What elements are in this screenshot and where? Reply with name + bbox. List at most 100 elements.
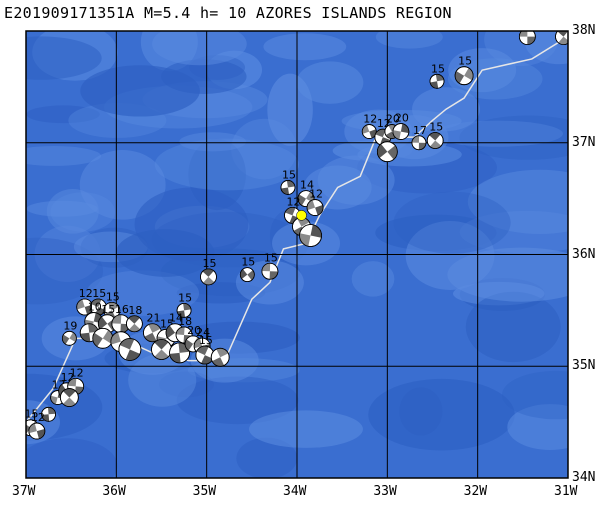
- longitude-label: 32W: [463, 484, 488, 499]
- focal-mechanism[interactable]: 15: [195, 334, 215, 365]
- bathymetry-patch: [161, 59, 247, 94]
- focal-mechanism[interactable]: 12: [28, 411, 46, 440]
- beachball-compressional: [519, 31, 528, 37]
- focal-mechanism[interactable]: 15: [426, 121, 444, 149]
- map-frame: [25, 30, 569, 479]
- depth-label: 15: [101, 303, 115, 316]
- beachball-rim: [175, 326, 193, 344]
- beachball-rim: [41, 406, 56, 422]
- depth-label: 15: [458, 55, 472, 68]
- bathymetry-patch: [26, 438, 118, 478]
- focal-mechanism[interactable]: 18: [125, 304, 143, 333]
- beachball-rim: [299, 224, 322, 247]
- longitude-label: 37W: [12, 484, 36, 499]
- bathymetry-patch: [399, 387, 443, 436]
- bathymetry-patch: [26, 146, 102, 166]
- depth-label: 15: [264, 251, 278, 264]
- depth-label: 15: [241, 256, 255, 269]
- focal-mechanism[interactable]: [299, 224, 322, 247]
- depth-label: 21: [146, 312, 160, 325]
- focal-mechanism[interactable]: 15: [261, 251, 279, 280]
- beachball-compressional: [62, 334, 70, 345]
- focal-mechanism[interactable]: 20: [555, 17, 571, 45]
- beachball-compressional: [392, 130, 401, 140]
- beachball-rim: [376, 141, 398, 163]
- beachball-compressional: [216, 348, 229, 358]
- bathymetry-patch: [179, 132, 247, 152]
- beachball-compressional: [148, 323, 161, 333]
- beachball-compressional: [429, 140, 442, 149]
- depth-label: 12: [286, 195, 300, 208]
- beachball-compressional: [310, 224, 322, 238]
- focal-mechanism[interactable]: [151, 339, 172, 360]
- focal-mechanism[interactable]: 12: [518, 17, 536, 45]
- depth-label: 14: [300, 179, 314, 192]
- focal-mechanism[interactable]: [376, 141, 398, 163]
- latitude-label: 37N: [572, 134, 596, 150]
- depth-label: 16: [115, 303, 129, 316]
- focal-mechanism[interactable]: 12: [361, 113, 377, 139]
- focal-mechanism[interactable]: 15: [454, 55, 474, 86]
- depth-label: 24: [196, 326, 210, 339]
- focal-mechanism[interactable]: 19: [61, 319, 77, 346]
- bathymetry-patch: [236, 437, 298, 478]
- beachball-rim: [261, 262, 279, 280]
- focal-mechanism[interactable]: [118, 338, 142, 361]
- bathymetry-patch: [465, 291, 561, 363]
- focal-mechanism[interactable]: 15: [280, 168, 296, 195]
- beachball-compressional: [269, 271, 278, 280]
- focal-mechanism[interactable]: [92, 327, 114, 349]
- beachball-compressional: [58, 384, 67, 396]
- depth-label: 20: [187, 324, 201, 337]
- beachball-compressional: [41, 414, 50, 422]
- focal-mechanism[interactable]: 12: [76, 287, 94, 316]
- latitude-label: 34N: [572, 470, 596, 485]
- focal-mechanism[interactable]: 12: [67, 366, 85, 395]
- beachball-rim: [59, 388, 79, 407]
- beachball-compressional: [557, 31, 568, 37]
- focal-mechanism[interactable]: 15: [429, 62, 445, 89]
- beachball-rim: [125, 315, 143, 333]
- beachball-rim: [28, 422, 46, 440]
- focal-mechanism[interactable]: 17: [411, 124, 427, 151]
- beachball-compressional: [558, 36, 568, 45]
- beachball-compressional: [261, 263, 271, 272]
- bathymetry-patch: [459, 210, 568, 254]
- focal-mechanism[interactable]: 15: [239, 256, 255, 283]
- beachball-rim: [426, 132, 444, 149]
- beachball-compressional: [177, 310, 186, 318]
- beachball-compressional: [196, 346, 209, 356]
- focal-mechanism[interactable]: 15: [200, 257, 217, 286]
- focal-mechanism[interactable]: 12: [306, 188, 324, 216]
- focal-mechanism[interactable]: [59, 388, 79, 407]
- focal-mechanism[interactable]: [169, 342, 190, 364]
- focal-mechanism[interactable]: 21: [143, 312, 162, 343]
- beachball-compressional: [299, 233, 311, 247]
- depth-label: 20: [395, 112, 409, 125]
- beachball-compressional: [527, 36, 536, 45]
- beachball-compressional: [387, 145, 398, 160]
- beachball-compressional: [169, 352, 181, 363]
- depth-label: 20: [386, 113, 400, 126]
- beachball-compressional: [400, 123, 409, 134]
- beachball-compressional: [298, 194, 307, 206]
- bathymetry-patch: [79, 150, 166, 220]
- depth-label: 12: [31, 411, 45, 424]
- bathymetry-patch: [296, 61, 364, 104]
- focal-mechanism[interactable]: 16: [111, 303, 131, 334]
- depth-label: 12: [79, 287, 93, 300]
- depth-label: 14: [169, 312, 183, 325]
- focal-mechanism[interactable]: 20: [392, 112, 410, 140]
- depth-label: 10: [88, 301, 102, 314]
- focal-mechanism[interactable]: 15: [176, 291, 192, 318]
- depth-label: 15: [178, 291, 192, 304]
- focal-mechanism[interactable]: [210, 347, 230, 367]
- bathymetry-patch: [501, 370, 568, 420]
- beachball-rim: [361, 124, 377, 139]
- epicenter-marker[interactable]: [296, 210, 307, 221]
- depth-label: 18: [128, 304, 142, 317]
- focal-mechanism[interactable]: 15: [103, 290, 121, 319]
- focal-mechanism[interactable]: [41, 406, 56, 422]
- bathymetry-patch: [249, 410, 363, 448]
